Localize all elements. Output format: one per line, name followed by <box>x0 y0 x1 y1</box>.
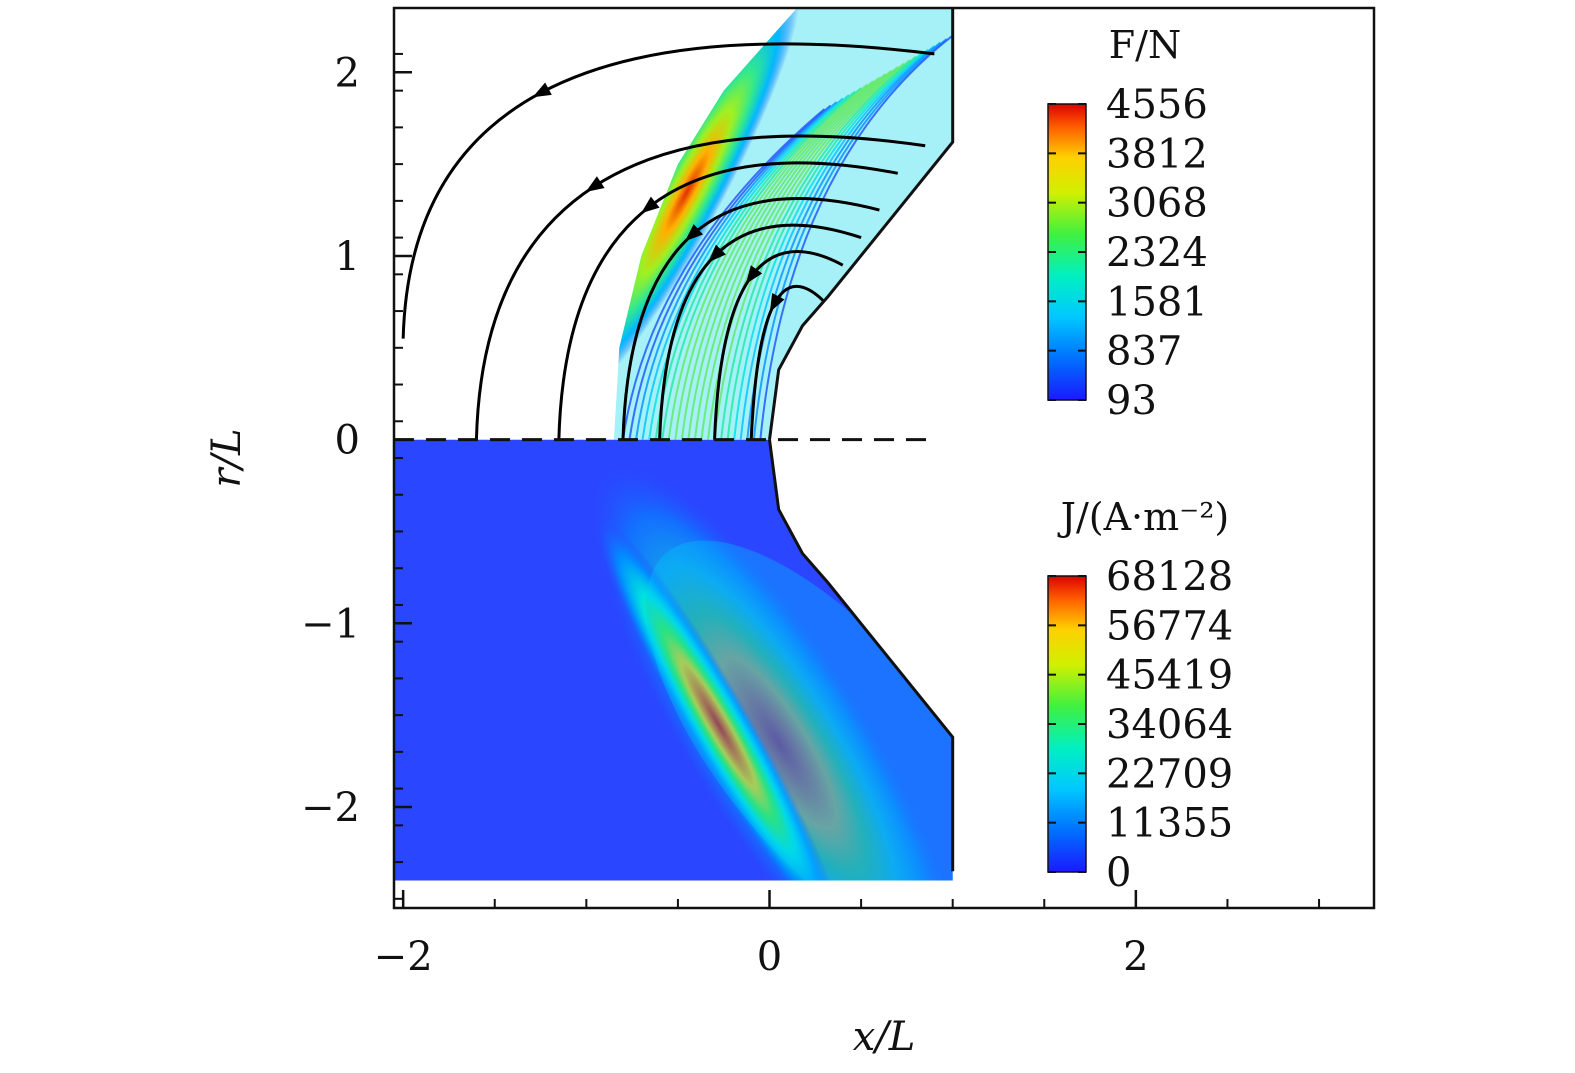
lower-glow-core <box>595 515 842 881</box>
y-tick-label: −1 <box>301 601 360 647</box>
contour-line <box>680 76 881 440</box>
streamlines <box>401 42 935 440</box>
body-outline <box>768 8 955 872</box>
colorbar-tick-label: 2324 <box>1106 230 1208 276</box>
contour-line <box>667 83 868 440</box>
contour-line <box>739 45 935 440</box>
lower-field-hot-band <box>587 458 953 881</box>
colorbar-tick-label: 68128 <box>1106 554 1233 600</box>
colorbar-tick-label: 45419 <box>1106 653 1233 699</box>
colorbar-tick-label: 1581 <box>1106 279 1208 325</box>
x-axis: −2 0 2 <box>374 890 1321 980</box>
contour-line <box>687 73 887 440</box>
colorbar-title: F/N <box>1109 23 1181 67</box>
colorbar-tick-label: 93 <box>1106 378 1157 424</box>
streamline-arrow <box>684 224 704 242</box>
colorbar-tick-label: 0 <box>1106 850 1131 896</box>
contour-line <box>674 80 874 440</box>
colorbar-tick-label: 11355 <box>1106 801 1233 847</box>
x-axis-label: x/L <box>853 1014 916 1060</box>
colorbar-tick-label: 34064 <box>1106 702 1233 748</box>
colorbar-title: J/(A·m⁻²) <box>1057 495 1230 539</box>
streamline-arrow <box>641 196 660 214</box>
streamline-arrow <box>585 176 605 193</box>
contour-line <box>720 55 917 440</box>
y-tick-label: 1 <box>335 234 360 280</box>
contour-line <box>641 97 844 440</box>
x-tick-label: 0 <box>757 934 782 980</box>
contour-line <box>713 59 911 440</box>
upper-contour-lines <box>621 34 953 440</box>
lower-glow-wide <box>587 458 953 881</box>
colorbar-tick-label: 3812 <box>1106 131 1208 177</box>
colorbar-tick-label: 4556 <box>1106 82 1208 128</box>
streamline-arrow <box>769 292 785 313</box>
streamline-arrow <box>532 82 552 98</box>
contour-line <box>635 101 838 440</box>
streamline-arrow <box>745 265 763 284</box>
streamline-arrow <box>708 244 726 263</box>
y-tick-label: 0 <box>335 418 360 464</box>
contour-line <box>726 52 923 440</box>
upper-force-field <box>613 8 953 440</box>
colorbar-tick-label: 56774 <box>1106 603 1233 649</box>
colorbar-tick-label: 837 <box>1106 329 1182 375</box>
x-tick-label: 2 <box>1123 934 1148 980</box>
contour-line <box>733 48 929 440</box>
lower-glow-cyan <box>646 540 953 881</box>
y-tick-label: 2 <box>335 50 360 96</box>
y-tick-label: −2 <box>301 785 360 831</box>
contour-line <box>752 38 948 440</box>
contour-line <box>621 108 826 440</box>
y-axis-label: r/L <box>204 428 250 487</box>
y-axis: 2 1 0 −1 −2 <box>301 50 412 900</box>
colorbar-tick-label: 3068 <box>1106 181 1208 227</box>
colorbar-tick-label: 22709 <box>1106 751 1233 797</box>
contour-line <box>628 104 832 440</box>
x-tick-label: −2 <box>374 934 433 980</box>
